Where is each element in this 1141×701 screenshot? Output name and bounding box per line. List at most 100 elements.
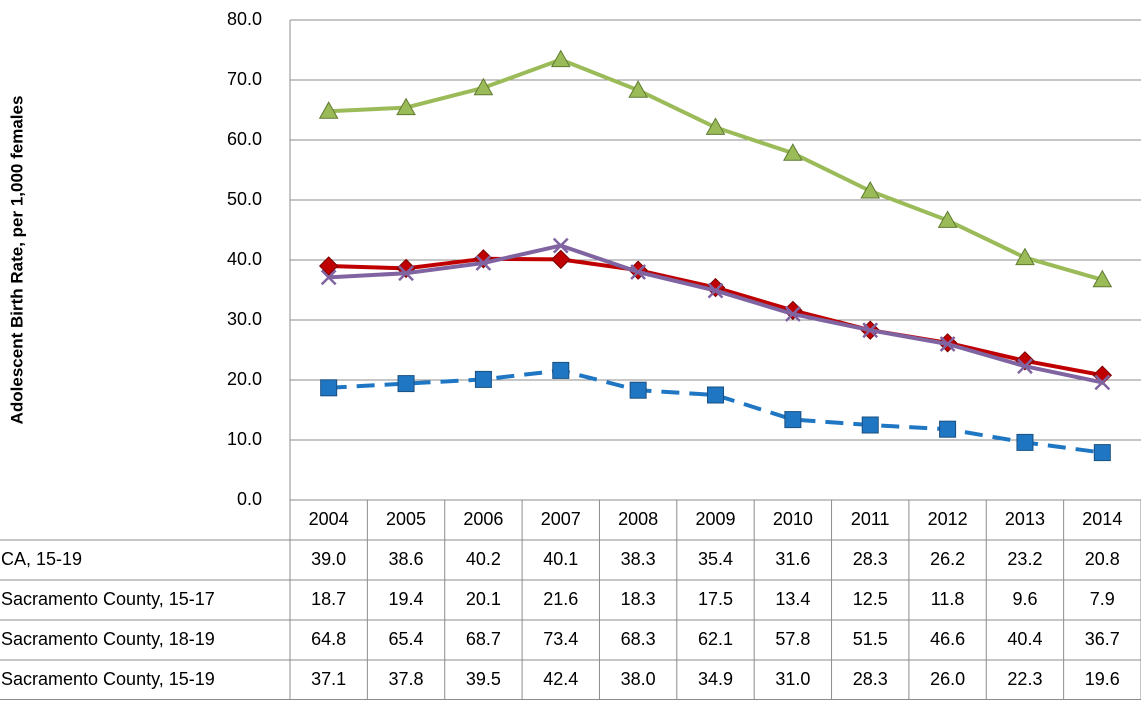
table-value: 64.8 [311,629,346,649]
marker [707,386,724,404]
marker [318,101,339,119]
legend-label: Sacramento County, 15-19 [1,669,215,689]
marker [1092,269,1113,288]
legend-label: CA, 15-19 [1,549,82,569]
table-value: 9.6 [1012,589,1037,609]
series-line [328,57,1103,282]
table-value: 40.1 [543,549,578,569]
table-value: 38.6 [389,549,424,569]
marker [552,361,570,379]
table-value: 35.4 [698,549,733,569]
table-value: 68.3 [621,629,656,649]
x-tick-label: 2006 [463,509,503,529]
table-value: 65.4 [389,629,424,649]
table-value: 39.5 [466,669,501,689]
x-tick-label: 2013 [1005,509,1045,529]
x-tick-label: 2014 [1082,509,1122,529]
x-tick-label: 2012 [928,509,968,529]
marker [551,249,571,270]
marker [552,237,569,254]
legend-label: Sacramento County, 15-17 [1,589,215,609]
x-tick-label: 2008 [618,509,658,529]
table-value: 34.9 [698,669,733,689]
y-tick-label: 60.0 [227,129,262,149]
table-value: 18.3 [621,589,656,609]
y-tick-label: 50.0 [227,189,262,209]
y-tick-label: 80.0 [227,9,262,29]
marker [1093,444,1111,462]
series-line [328,243,1103,385]
marker [862,322,879,339]
marker [629,381,647,399]
table-value: 37.1 [311,669,346,689]
x-tick-label: 2011 [851,509,890,529]
marker [475,255,492,271]
table-value: 26.2 [930,549,965,569]
table-value: 68.7 [466,629,501,649]
y-tick-label: 10.0 [227,429,262,449]
table-value: 40.4 [1007,629,1042,649]
table-value: 20.1 [466,589,501,609]
table-value: 38.3 [621,549,656,569]
table-value: 28.3 [853,669,888,689]
table-value: 13.4 [775,589,810,609]
y-tick-label: 30.0 [227,309,262,329]
marker [398,265,414,282]
table-value: 17.5 [698,589,733,609]
table-value: 21.6 [543,589,578,609]
table-value: 7.9 [1090,589,1115,609]
table-value: 31.6 [775,549,810,569]
table-value: 39.0 [311,549,346,569]
table-value: 12.5 [853,589,888,609]
table-value: 46.6 [930,629,965,649]
marker [473,77,494,96]
table-value: 57.8 [775,629,810,649]
marker [397,375,415,393]
table-value: 51.5 [853,629,888,649]
marker [939,336,956,352]
table-value: 22.3 [1007,669,1042,689]
marker [550,49,571,68]
marker [705,117,726,135]
table-value: 38.0 [621,669,656,689]
x-tick-label: 2009 [695,509,735,529]
table-value: 28.3 [853,549,888,569]
table-value: 18.7 [311,589,346,609]
table-value: 31.0 [775,669,810,689]
series-line [328,368,1103,455]
table-value: 73.4 [543,629,578,649]
table-value: 40.2 [466,549,501,569]
marker [860,180,881,199]
marker [1094,374,1111,391]
x-tick-label: 2005 [386,509,426,529]
table-value: 62.1 [698,629,733,649]
x-tick-label: 2007 [541,509,581,529]
table-value: 19.6 [1085,669,1120,689]
marker [1016,433,1034,451]
marker [783,143,803,161]
legend-label: Sacramento County, 18-19 [1,629,215,649]
marker [1015,247,1035,266]
marker [1017,358,1033,375]
table-value: 11.8 [931,589,965,609]
marker [937,210,958,228]
y-tick-label: 0.0 [237,489,262,509]
table-value: 42.4 [543,669,578,689]
marker [318,256,339,276]
marker [630,264,647,280]
marker [707,282,724,299]
y-tick-label: 70.0 [227,69,262,89]
marker [320,269,337,286]
marker [784,411,802,429]
marker [939,420,957,438]
y-tick-label: 40.0 [227,249,262,269]
marker [396,97,416,116]
table-value: 26.0 [930,669,965,689]
y-tick-label: 20.0 [227,369,262,389]
table-value: 20.8 [1085,549,1120,569]
table-value: 37.8 [389,669,424,689]
x-tick-label: 2004 [309,509,349,529]
x-tick-label: 2010 [773,509,813,529]
marker [628,80,648,98]
